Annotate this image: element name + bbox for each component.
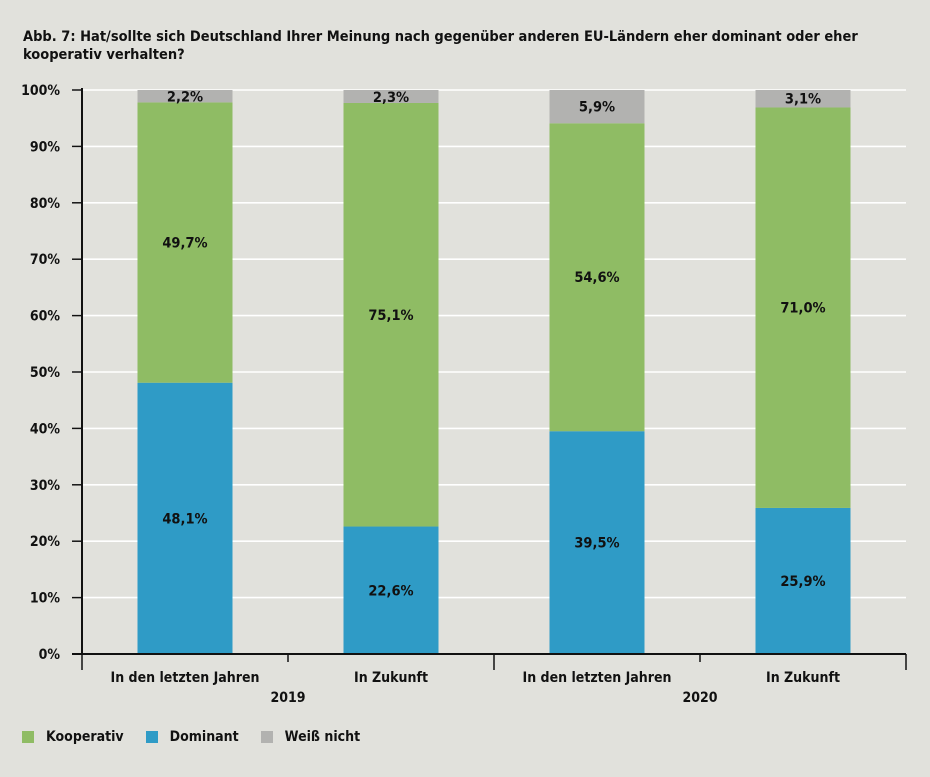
- legend-label: Weiß nicht: [284, 729, 361, 745]
- bar-weiss-nicht: [549, 90, 645, 124]
- bar-dominant: [755, 507, 851, 654]
- category-label: In Zukunft: [354, 670, 428, 686]
- bar-dominant: [343, 526, 439, 654]
- data-label-kooperativ: 54,6%: [574, 270, 619, 286]
- legend: Kooperativ Dominant Weiß nicht: [22, 729, 382, 745]
- bar-kooperativ: [549, 123, 645, 432]
- y-tick-label: 30%: [30, 478, 61, 494]
- bar-weiss-nicht: [343, 90, 439, 103]
- data-label-kooperativ: 75,1%: [368, 308, 413, 324]
- y-tick-label: 70%: [30, 252, 61, 268]
- stacked-bar-chart: 0% 10% 20% 30% 40% 50% 60% 70% 80% 90% 100% 48,1% 49…: [21, 83, 907, 706]
- data-label-dominant: 22,6%: [368, 583, 413, 599]
- data-label-weiss-nicht: 5,9%: [579, 100, 615, 116]
- legend-item: Kooperativ: [22, 729, 124, 745]
- y-tick-label: 20%: [30, 534, 61, 550]
- y-tick-label: 90%: [30, 139, 61, 155]
- chart-title: Abb. 7: Hat/sollte sich Deutschland Ihre…: [23, 29, 858, 63]
- bar-kooperativ: [137, 102, 233, 383]
- legend-label: Dominant: [169, 729, 239, 745]
- axes: [72, 88, 907, 670]
- category-label: In Zukunft: [766, 670, 840, 686]
- y-tick-label: 60%: [30, 309, 61, 325]
- y-tick-label: 80%: [30, 196, 61, 212]
- y-tick-label: 40%: [30, 421, 61, 437]
- data-label-weiss-nicht: 3,1%: [785, 92, 821, 108]
- legend-item: Dominant: [145, 729, 239, 745]
- y-tick-label: 10%: [30, 591, 61, 607]
- y-tick-label: 100%: [21, 83, 60, 99]
- y-tick-label: 0%: [39, 647, 61, 663]
- data-label-weiss-nicht: 2,3%: [373, 90, 409, 106]
- data-label-weiss-nicht: 2,2%: [167, 89, 203, 105]
- legend-swatch: [22, 731, 34, 743]
- bars: [137, 90, 851, 654]
- data-label-kooperativ: 71,0%: [780, 301, 825, 317]
- bar-kooperativ: [755, 107, 851, 508]
- category-label: In den letzten Jahren: [523, 670, 672, 686]
- bar-dominant: [549, 431, 645, 654]
- legend-label: Kooperativ: [46, 729, 124, 745]
- data-label-kooperativ: 49,7%: [162, 236, 207, 252]
- group-label: 2019: [270, 690, 305, 706]
- legend-item: Weiß nicht: [260, 729, 361, 745]
- bar-dominant: [137, 382, 233, 654]
- category-label: In den letzten Jahren: [111, 670, 260, 686]
- legend-swatch: [145, 731, 158, 743]
- y-tick-label: 50%: [30, 365, 61, 381]
- data-label-dominant: 39,5%: [574, 536, 619, 552]
- data-label-dominant: 48,1%: [162, 511, 207, 527]
- group-label: 2020: [682, 690, 717, 706]
- legend-swatch: [260, 731, 273, 743]
- data-label-dominant: 25,9%: [780, 574, 825, 590]
- bar-weiss-nicht: [137, 90, 233, 103]
- bar-weiss-nicht: [755, 90, 851, 108]
- labels: 0% 10% 20% 30% 40% 50% 60% 70% 80% 90% 100% 48,1% 49…: [21, 83, 840, 706]
- bar-kooperativ: [343, 102, 439, 527]
